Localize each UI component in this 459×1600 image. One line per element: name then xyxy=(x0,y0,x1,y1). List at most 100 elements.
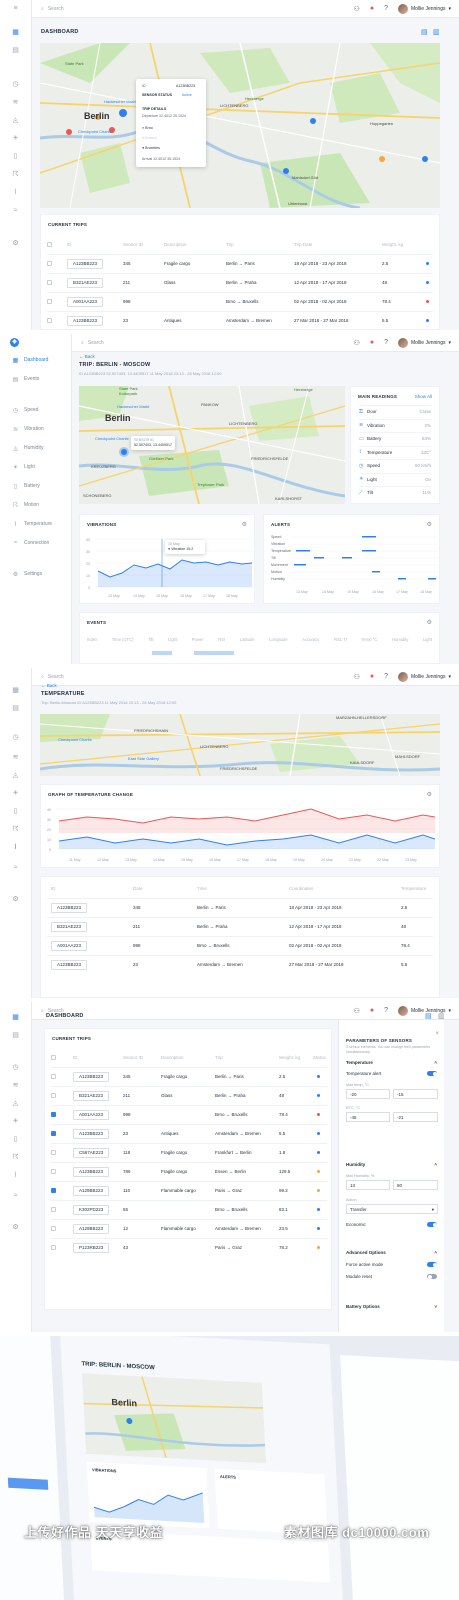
col-temperature[interactable]: Temperature xyxy=(401,886,427,892)
help-icon[interactable]: ? xyxy=(384,339,389,346)
user-menu[interactable]: Mollie Jennings ▾ xyxy=(398,337,451,348)
trip-map[interactable]: Berlin State Park Hackescher Markt Check… xyxy=(40,43,440,208)
search-box[interactable]: ⌕ Search xyxy=(41,674,354,680)
trip-id[interactable]: A123BB223 xyxy=(51,959,88,970)
calendar-icon[interactable]: ▤ xyxy=(12,47,19,54)
force-active-toggle[interactable] xyxy=(427,1262,437,1267)
search-input[interactable]: Search xyxy=(47,1007,64,1014)
row-checkbox[interactable] xyxy=(51,1207,56,1213)
sidebar-item-humidity[interactable]: ◬ Humidity xyxy=(12,444,43,452)
sidebar-item-vibration[interactable]: ≋ Vibration xyxy=(12,425,44,433)
calendar-icon[interactable]: ▤ xyxy=(12,1032,19,1039)
trip-map[interactable]: State Park Kulturpark Hackescher Markt B… xyxy=(79,386,345,504)
show-all-link[interactable]: Show All xyxy=(414,394,432,399)
user-menu[interactable]: Mollie Jennings ▾ xyxy=(398,1005,451,1016)
vibrations-settings-icon[interactable]: ⚙ xyxy=(241,522,247,528)
settings-icon[interactable]: ⚙ xyxy=(12,240,19,247)
calendar-icon[interactable]: ▤ xyxy=(12,705,19,712)
events-col[interactable]: Light xyxy=(168,637,178,642)
row-checkbox[interactable] xyxy=(47,318,52,324)
col-coordinates[interactable]: Coordinates xyxy=(289,886,314,892)
trip-id[interactable]: K302PD223 xyxy=(73,1204,110,1215)
notification-icon[interactable]: ● xyxy=(369,673,375,680)
row-checkbox[interactable] xyxy=(51,1169,56,1175)
temperature-map[interactable]: Checkpoint Charlie East Side Gallery LIC… xyxy=(40,714,440,776)
col-id[interactable]: ID xyxy=(67,242,72,248)
vibration-icon[interactable]: ≋ xyxy=(12,754,19,761)
sidebar-item-settings[interactable]: ⚙ Settings xyxy=(12,570,42,578)
trip-id[interactable]: B321AE223 xyxy=(67,277,104,288)
rtc-max-input[interactable]: -21 xyxy=(393,1112,438,1122)
col-sensor[interactable]: Sensor ID xyxy=(123,242,144,248)
temperature-icon[interactable]: ⌇ xyxy=(13,189,18,196)
events-col[interactable]: Index xyxy=(87,637,98,642)
row-checkbox[interactable] xyxy=(47,261,52,267)
row-checkbox[interactable] xyxy=(51,1093,56,1099)
table-row[interactable]: A123BB223 23 Antiques Amsterdam → Bremen 5.5 xyxy=(51,1123,327,1143)
col-weight[interactable]: Weight, kg xyxy=(279,1055,301,1061)
notification-icon[interactable]: ● xyxy=(369,5,375,12)
events-settings-icon[interactable]: ⚙ xyxy=(426,620,432,626)
table-row[interactable]: A129BB223 12 Flammable cargo Amsterdam → Br… xyxy=(51,1218,327,1238)
trip-id[interactable]: A001AA223 xyxy=(51,940,88,951)
col-weight[interactable]: Weight, kg xyxy=(382,242,404,248)
table-row[interactable]: A001AA223 998 Brno → Bruxells 78.4 xyxy=(51,1104,327,1124)
col-time[interactable]: Time xyxy=(197,886,207,892)
search-input[interactable]: Search xyxy=(47,673,64,680)
col-trip[interactable]: Trip xyxy=(226,242,234,248)
add-user-icon[interactable]: ⚇ xyxy=(353,1007,360,1015)
col-id[interactable]: ID xyxy=(73,1055,78,1061)
trip-id[interactable]: A129BB223 xyxy=(73,1185,110,1196)
row-checkbox[interactable] xyxy=(51,1150,56,1156)
map-view-icon[interactable]: ▥ xyxy=(433,29,440,36)
trip-id[interactable]: A001AA223 xyxy=(67,296,104,307)
humidity-min-input[interactable]: 13 xyxy=(346,1180,390,1190)
events-col[interactable]: Humidity xyxy=(392,637,409,642)
events-col[interactable]: Temp °C xyxy=(361,637,378,642)
battery-icon[interactable]: ▯ xyxy=(13,1136,18,1143)
economic-toggle[interactable] xyxy=(427,1222,437,1227)
max-temp-max-input[interactable]: -15 xyxy=(393,1089,438,1099)
trip-id[interactable]: A123BB223 xyxy=(73,1128,110,1139)
menu-icon[interactable]: ≡ xyxy=(13,5,18,12)
dashboard-icon[interactable]: ▦ xyxy=(12,29,19,36)
light-icon[interactable]: ☀ xyxy=(12,790,19,797)
table-row[interactable]: A123BB223 23 Antiques Amsterdam → Bremen 27 … xyxy=(47,310,433,330)
user-menu[interactable]: Mollie Jennings ▾ xyxy=(398,671,451,682)
select-all-checkbox[interactable] xyxy=(51,1055,56,1061)
temp-alert-toggle[interactable] xyxy=(427,1071,437,1076)
humidity-icon[interactable]: ◬ xyxy=(12,1100,19,1107)
module-reset-toggle[interactable] xyxy=(427,1274,437,1279)
dashboard-icon[interactable]: ▦ xyxy=(12,687,19,694)
events-col[interactable]: Tilt xyxy=(148,637,154,642)
map-view-icon[interactable]: ▥ xyxy=(438,1013,445,1020)
temperature-icon[interactable]: ⌇ xyxy=(13,1172,18,1179)
alerts-settings-icon[interactable]: ⚙ xyxy=(426,522,432,528)
action-select[interactable]: Transfer ▾ xyxy=(346,1204,438,1214)
trip-id[interactable]: A129BB223 xyxy=(73,1223,110,1234)
table-row[interactable]: A123BB223 23 Amsterdam → Bremen 27 Mar 2018… xyxy=(47,954,433,974)
row-checkbox[interactable] xyxy=(47,280,52,286)
table-row[interactable]: B321AE223 211 Glass Berlin → Praha 12 Apr 20… xyxy=(47,272,433,292)
trip-id[interactable]: A123BB223 xyxy=(73,1071,110,1082)
events-col[interactable]: Light xyxy=(422,637,432,642)
close-icon[interactable]: × xyxy=(435,1031,439,1037)
events-col[interactable]: Power xyxy=(191,637,204,642)
humidity-icon[interactable]: ◬ xyxy=(12,772,19,779)
col-trip-date[interactable]: Trip Date xyxy=(294,242,313,248)
events-col[interactable]: RSL TI xyxy=(333,637,347,642)
col-description[interactable]: Description xyxy=(164,242,187,248)
search-box[interactable]: ⌕ Search xyxy=(81,340,354,346)
trip-id[interactable]: A001AA223 xyxy=(73,1109,110,1120)
table-row[interactable]: A123BB223 345 Berlin → Paris 18 Apr 2018 - … xyxy=(47,897,433,917)
motion-icon[interactable]: ☈ xyxy=(12,826,19,833)
humidity-icon[interactable]: ◬ xyxy=(12,117,19,124)
col-date[interactable]: Date xyxy=(133,886,143,892)
notification-icon[interactable]: ● xyxy=(369,339,375,346)
row-checkbox[interactable] xyxy=(51,1226,56,1232)
humidity-max-input[interactable]: 80 xyxy=(393,1180,438,1190)
table-row[interactable]: A123BB223 345 Fragile cargo Berlin → Paris 2… xyxy=(51,1066,327,1086)
search-input[interactable]: Search xyxy=(87,339,104,346)
col-status[interactable]: Status xyxy=(313,1055,326,1061)
settings-icon[interactable]: ⚙ xyxy=(12,896,19,903)
